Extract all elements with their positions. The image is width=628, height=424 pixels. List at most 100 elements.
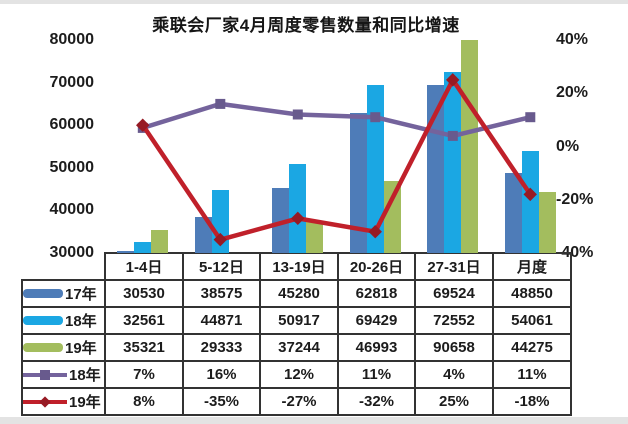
legend-swatch-bar bbox=[24, 343, 63, 352]
table-value-cell: 62818 bbox=[337, 279, 416, 308]
square-marker-icon bbox=[40, 369, 50, 380]
left-axis-tick-label: 70000 bbox=[49, 73, 95, 91]
legend-series-name: 17年 bbox=[65, 286, 97, 303]
top-gray-strip bbox=[0, 0, 628, 4]
table-value-cell: 29333 bbox=[182, 333, 261, 362]
bar-group bbox=[182, 40, 260, 253]
table-header-cell: 27-31日 bbox=[414, 252, 494, 281]
table-header-cell: 月度 bbox=[492, 252, 572, 281]
table-value-cell: 38575 bbox=[182, 279, 261, 308]
table-legend-cell: 19年 bbox=[21, 387, 106, 416]
bar-group bbox=[337, 40, 415, 253]
table-value-cell: 44275 bbox=[492, 333, 572, 362]
table-row: 19年 8% -35% -27% -32% 25% -18% bbox=[21, 387, 572, 416]
right-axis-tick-label: 40% bbox=[556, 31, 589, 48]
table-value-cell: 69429 bbox=[337, 306, 416, 335]
left-axis-tick-label: 50000 bbox=[49, 158, 95, 176]
table-row: 17年 30530 38575 45280 62818 69524 48850 bbox=[21, 279, 572, 308]
plot-area bbox=[104, 40, 569, 253]
table-value-cell: 45280 bbox=[259, 279, 339, 308]
bar-19年 bbox=[383, 180, 401, 253]
table-value-cell: 35321 bbox=[104, 333, 184, 362]
legend-series-name: 19年 bbox=[65, 340, 97, 357]
table-value-cell: 46993 bbox=[337, 333, 416, 362]
legend-swatch-bar bbox=[24, 289, 63, 298]
bar-19年 bbox=[538, 192, 556, 253]
bar-18年 bbox=[366, 85, 384, 253]
bar-17年 bbox=[427, 84, 445, 253]
legend-entry: 18年 bbox=[24, 363, 103, 386]
table-value-cell: 30530 bbox=[104, 279, 184, 308]
table-value-cell: 4% bbox=[414, 360, 494, 389]
bar-18年 bbox=[521, 150, 539, 253]
table-value-cell: 11% bbox=[492, 360, 572, 389]
bar-group bbox=[259, 40, 337, 253]
table-value-cell: -32% bbox=[337, 387, 416, 416]
table-header-row: 1-4日 5-12日 13-19日 20-26日 27-31日 月度 bbox=[22, 252, 572, 281]
diamond-marker-icon bbox=[39, 395, 51, 408]
legend-entry: 19年 bbox=[24, 336, 103, 359]
table-value-cell: 7% bbox=[104, 360, 184, 389]
table-row: 18年 32561 44871 50917 69429 72552 54061 bbox=[21, 306, 572, 335]
table-value-cell: 11% bbox=[337, 360, 416, 389]
bar-17年 bbox=[194, 216, 212, 253]
table-legend-cell: 17年 bbox=[21, 279, 106, 308]
table-value-cell: 12% bbox=[259, 360, 339, 389]
table-header-cell: 13-19日 bbox=[259, 252, 339, 281]
table-value-cell: 32561 bbox=[104, 306, 184, 335]
legend-entry: 18年 bbox=[24, 309, 103, 332]
bar-group bbox=[492, 40, 570, 253]
bar-18年 bbox=[134, 242, 152, 253]
bar-19年 bbox=[461, 40, 479, 253]
bar-17年 bbox=[504, 172, 522, 253]
bottom-gray-strip bbox=[0, 417, 628, 424]
right-axis-tick-label: -20% bbox=[556, 190, 594, 208]
table-legend-cell: 18年 bbox=[21, 360, 106, 389]
chart-title: 乘联会厂家4月周度零售数量和同比增速 bbox=[152, 16, 460, 35]
table-value-cell: 50917 bbox=[259, 306, 339, 335]
left-axis-tick-label: 30000 bbox=[49, 244, 95, 261]
table-value-cell: 37244 bbox=[259, 333, 339, 362]
bar-17年 bbox=[349, 113, 367, 253]
table-legend-cell: 18年 bbox=[21, 306, 106, 335]
legend-swatch-bar bbox=[24, 316, 63, 325]
table-value-cell: 90658 bbox=[414, 333, 494, 362]
bar-17年 bbox=[117, 250, 135, 253]
right-axis-tick-label: 20% bbox=[556, 84, 589, 102]
left-axis-tick-label: 60000 bbox=[49, 116, 95, 134]
legend-series-name: 18年 bbox=[65, 313, 97, 330]
table-corner-blank bbox=[22, 253, 105, 280]
bar-18年 bbox=[211, 189, 229, 253]
table-value-cell: -27% bbox=[259, 387, 339, 416]
table-value-cell: 48850 bbox=[492, 279, 572, 308]
legend-swatch-line bbox=[24, 368, 67, 382]
table-value-cell: 8% bbox=[104, 387, 184, 416]
bar-groups bbox=[104, 40, 569, 253]
data-table: 1-4日 5-12日 13-19日 20-26日 27-31日 月度 17年 30530 385… bbox=[21, 252, 572, 416]
legend-entry: 17年 bbox=[24, 282, 103, 305]
legend-series-name: 18年 bbox=[69, 367, 101, 384]
table-value-cell: 69524 bbox=[414, 279, 494, 308]
table-legend-cell: 19年 bbox=[21, 333, 106, 362]
bar-17年 bbox=[272, 187, 290, 253]
table-row: 18年 7% 16% 12% 11% 4% 11% bbox=[21, 360, 572, 389]
legend-series-name: 19年 bbox=[69, 394, 101, 411]
table-value-cell: -18% bbox=[492, 387, 572, 416]
bar-group bbox=[414, 40, 492, 253]
bar-group bbox=[104, 40, 182, 253]
legend-entry: 19年 bbox=[24, 390, 103, 413]
table-value-cell: 72552 bbox=[414, 306, 494, 335]
bar-19年 bbox=[306, 222, 324, 253]
right-axis-tick-label: 0% bbox=[556, 137, 580, 155]
table-header-cell: 5-12日 bbox=[182, 252, 261, 281]
bar-18年 bbox=[289, 163, 307, 253]
table-value-cell: 44871 bbox=[182, 306, 261, 335]
table-value-cell: 25% bbox=[414, 387, 494, 416]
table-value-cell: -35% bbox=[182, 387, 261, 416]
table-header-cell: 20-26日 bbox=[337, 252, 416, 281]
bar-18年 bbox=[444, 71, 462, 253]
legend-swatch-line bbox=[24, 395, 67, 409]
table-value-cell: 16% bbox=[182, 360, 261, 389]
table-value-cell: 54061 bbox=[492, 306, 572, 335]
